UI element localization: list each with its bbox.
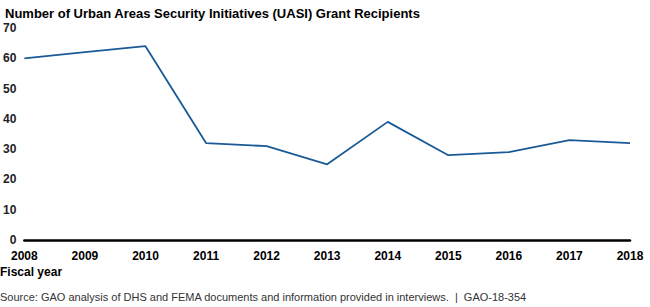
svg-text:20: 20 [3, 172, 17, 186]
svg-text:2011: 2011 [193, 249, 219, 263]
svg-text:2013: 2013 [314, 249, 341, 263]
svg-text:2010: 2010 [132, 249, 159, 263]
svg-text:2009: 2009 [72, 249, 99, 263]
svg-text:40: 40 [3, 112, 17, 126]
svg-text:2017: 2017 [556, 249, 583, 263]
svg-text:2014: 2014 [374, 249, 401, 263]
svg-text:2012: 2012 [253, 249, 280, 263]
svg-text:2018: 2018 [617, 249, 644, 263]
svg-text:70: 70 [3, 21, 17, 35]
svg-text:Source: GAO analysis of DHS an: Source: GAO analysis of DHS and FEMA doc… [0, 291, 526, 303]
svg-text:30: 30 [3, 142, 17, 156]
svg-text:Number of Urban Areas Security: Number of Urban Areas Security Initiativ… [5, 6, 420, 21]
svg-text:2008: 2008 [11, 249, 38, 263]
svg-text:60: 60 [3, 51, 17, 65]
svg-text:0: 0 [10, 233, 17, 247]
svg-text:2016: 2016 [496, 249, 523, 263]
svg-text:2015: 2015 [435, 249, 462, 263]
svg-text:50: 50 [3, 82, 17, 96]
svg-text:10: 10 [3, 203, 17, 217]
svg-text:Fiscal year: Fiscal year [0, 265, 62, 279]
